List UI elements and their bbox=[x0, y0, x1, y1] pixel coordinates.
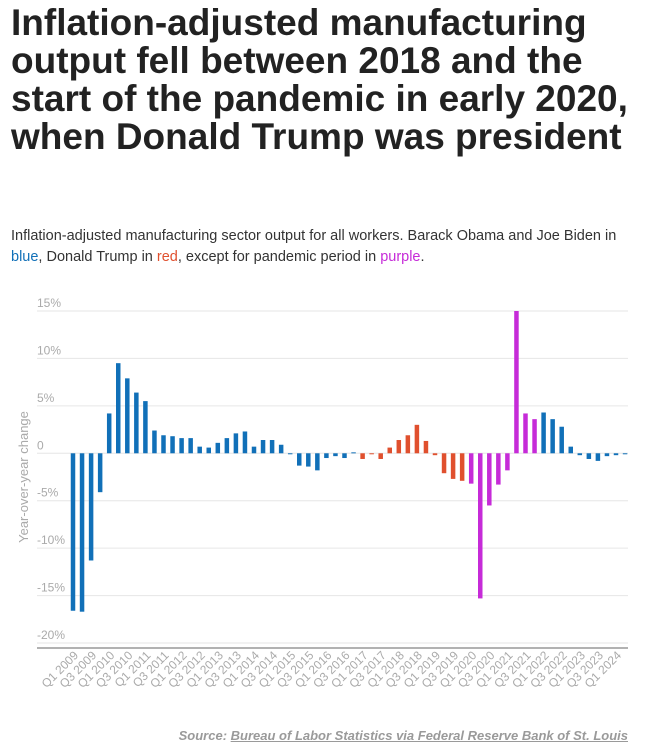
bar-q2-2017 bbox=[369, 453, 374, 455]
bar-q1-2021 bbox=[505, 453, 510, 471]
bar-q4-2018 bbox=[423, 440, 429, 454]
y-tick-labels: 15% 10% 5% 0 -5% -10% -15% -20% bbox=[37, 296, 65, 642]
bar-q3-2015 bbox=[306, 453, 311, 467]
y-axis-label: Year-over-year change bbox=[16, 411, 31, 543]
bar-q1-2018 bbox=[396, 440, 402, 454]
bar-q3-2021 bbox=[523, 413, 528, 454]
bar-q2-2020 bbox=[478, 453, 483, 599]
y-tick-label: -5% bbox=[37, 486, 59, 500]
subtitle-red-word: red bbox=[156, 249, 178, 265]
bar-q1-2009 bbox=[70, 453, 76, 611]
bar-q1-2014 bbox=[251, 446, 257, 454]
bar-q3-2018 bbox=[414, 424, 420, 454]
chart-title: Inflation-adjusted manufacturing output … bbox=[11, 2, 628, 157]
subtitle-text-2: , Donald Trump in bbox=[38, 249, 157, 265]
bars bbox=[70, 311, 628, 612]
bar-q2-2016 bbox=[333, 453, 338, 457]
y-tick-label: -10% bbox=[37, 533, 65, 547]
source-label: Source: bbox=[178, 728, 228, 743]
subtitle-purple-word: purple bbox=[380, 249, 421, 265]
bar-q4-2019 bbox=[459, 453, 465, 481]
y-tick-label: 10% bbox=[37, 343, 61, 357]
y-tick-label: 0 bbox=[37, 438, 44, 452]
bar-q2-2014 bbox=[260, 440, 266, 454]
bar-q4-2020 bbox=[496, 453, 501, 485]
bar-q3-2019 bbox=[450, 453, 456, 479]
bar-q2-2019 bbox=[441, 453, 447, 474]
bar-q4-2010 bbox=[134, 392, 139, 454]
subtitle-blue-word: blue bbox=[11, 249, 39, 265]
bar-q3-2020 bbox=[487, 453, 492, 506]
subtitle-text-3: , except for pandemic period in bbox=[177, 249, 381, 265]
bar-q4-2013 bbox=[242, 431, 248, 454]
bar-q2-2013 bbox=[224, 438, 230, 454]
y-tick-label: -20% bbox=[37, 628, 65, 642]
bar-q3-2017 bbox=[378, 453, 383, 459]
bar-q4-2016 bbox=[351, 452, 356, 454]
bar-q1-2015 bbox=[287, 453, 293, 455]
bar-q2-2009 bbox=[79, 453, 85, 612]
y-tick-label: 5% bbox=[37, 391, 55, 405]
bar-q3-2014 bbox=[269, 440, 275, 454]
bar-q1-2012 bbox=[179, 438, 184, 454]
source-link[interactable]: Bureau of Labor Statistics via Federal R… bbox=[230, 728, 628, 743]
y-tick-label: -15% bbox=[37, 581, 65, 595]
bar-q2-2010 bbox=[116, 363, 121, 454]
bar-q1-2016 bbox=[324, 453, 329, 459]
bar-q3-2012 bbox=[197, 446, 202, 454]
bar-q4-2015 bbox=[315, 453, 320, 471]
bar-q1-2011 bbox=[143, 401, 148, 454]
source-line: Source: Bureau of Labor Statistics via F… bbox=[179, 728, 628, 743]
bar-q2-2015 bbox=[297, 453, 302, 466]
bar-q1-2017 bbox=[360, 453, 365, 459]
bar-q3-2010 bbox=[125, 378, 130, 454]
bar-q4-2012 bbox=[206, 447, 211, 454]
bar-q2-2018 bbox=[405, 435, 411, 454]
bar-q2-2024 bbox=[622, 453, 628, 455]
chart-subtitle: Inflation-adjusted manufacturing sector … bbox=[11, 226, 621, 268]
bar-q3-2023 bbox=[595, 453, 601, 461]
bar-q2-2021 bbox=[514, 311, 519, 454]
bar-q3-2016 bbox=[342, 453, 347, 459]
bar-q4-2022 bbox=[568, 446, 573, 454]
bar-q4-2009 bbox=[97, 453, 103, 493]
bar-q4-2014 bbox=[278, 444, 284, 454]
bar-q4-2023 bbox=[604, 453, 610, 457]
bar-q3-2013 bbox=[233, 433, 239, 454]
bar-q4-2021 bbox=[532, 419, 537, 454]
bar-q2-2011 bbox=[152, 430, 157, 454]
subtitle-text-4: . bbox=[420, 249, 425, 265]
bar-q3-2011 bbox=[161, 435, 166, 454]
bar-q4-2011 bbox=[170, 436, 175, 454]
bar-q1-2013 bbox=[215, 442, 221, 454]
y-tick-label: 15% bbox=[37, 296, 61, 310]
grid-lines bbox=[37, 310, 628, 644]
bar-q1-2022 bbox=[541, 412, 546, 454]
bar-q1-2024 bbox=[613, 453, 619, 456]
bar-q2-2022 bbox=[550, 419, 555, 454]
bar-q1-2010 bbox=[106, 413, 112, 454]
bar-q1-2019 bbox=[432, 453, 438, 456]
bar-q1-2023 bbox=[577, 453, 583, 456]
bar-q4-2017 bbox=[387, 447, 392, 454]
bar-q2-2012 bbox=[188, 438, 193, 454]
bar-q3-2009 bbox=[88, 453, 94, 561]
bar-q3-2022 bbox=[559, 426, 564, 454]
subtitle-text-1: Inflation-adjusted manufacturing sector … bbox=[11, 228, 617, 244]
bar-q1-2020 bbox=[468, 453, 474, 484]
bar-q2-2023 bbox=[586, 453, 592, 459]
